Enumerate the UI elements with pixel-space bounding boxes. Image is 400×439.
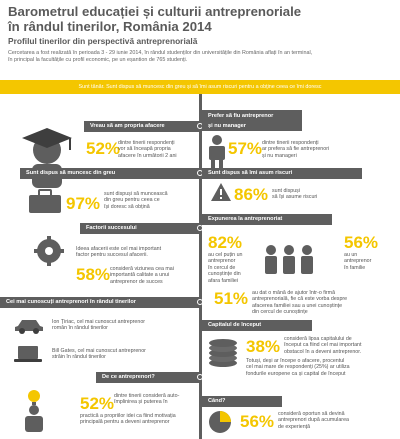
text-exposure-c: au dat o mână de ajutor într-o firmă ant… xyxy=(252,290,392,316)
pct-exposure-b: 56% xyxy=(344,234,378,251)
pct-why: 52% xyxy=(80,395,114,412)
page-title: Barometrul educației și culturii antrepr… xyxy=(8,4,308,34)
text-line: afacere în următorii 2 ani xyxy=(118,153,198,159)
gear-head-icon xyxy=(34,236,64,266)
pct-risk: 86% xyxy=(234,186,268,203)
warning-icon xyxy=(210,182,232,202)
manager-icon xyxy=(206,134,228,168)
text-line: antreprenor de succes xyxy=(110,279,198,285)
pct-capital: 38% xyxy=(246,338,280,355)
text-success-idea: Ideea afacerii este cel mai important fa… xyxy=(76,246,198,259)
text-line: de experiență xyxy=(278,424,394,430)
laptop-icon xyxy=(14,345,42,363)
person-bulb-icon xyxy=(16,388,52,432)
text-line: român în rândul tinerilor xyxy=(52,325,198,331)
page-subtitle: Profilul tinerilor din perspectivă antre… xyxy=(8,36,197,46)
header-when: Când? xyxy=(202,396,282,407)
people-icon xyxy=(262,244,316,274)
text-exposure-a: au cel puțin un antreprenor în cercul de… xyxy=(208,252,264,284)
title-line-2: în rândul tinerilor, România 2014 xyxy=(8,19,308,34)
text-line: factor pentru succesul afacerii. xyxy=(76,252,198,258)
pct-when: 56% xyxy=(240,413,274,430)
text-line: obstacol în a deveni antreprenor. xyxy=(284,349,396,355)
text-own-business: dintre tinerii respondenți vor să înceap… xyxy=(118,140,198,159)
text-risk: sunt dispuși să își asume riscuri xyxy=(272,188,382,201)
timeline-dot xyxy=(197,225,203,231)
text-work-hard: sunt dispuși să muncească din greu pentr… xyxy=(104,191,198,210)
text-known-b: Bill Gates, cel mai cunoscut antreprenor… xyxy=(52,348,198,361)
header-work-hard: Sunt dispus să muncesc din greu xyxy=(20,168,200,179)
text-exposure-b: au un antreprenor în familie xyxy=(344,252,394,271)
intro-line-2: în principal la facultățile cu profil ec… xyxy=(8,57,388,64)
timeline-spine xyxy=(199,94,202,439)
text-capital-b: Totuși, deși ar începe o afacere, procen… xyxy=(246,358,396,377)
header-capital: Capitalul de început xyxy=(202,320,312,331)
coins-icon xyxy=(206,334,240,368)
pct-success: 58% xyxy=(76,266,110,283)
header-exposure: Expunerea la antreprenoriat xyxy=(202,214,332,225)
header-why: De ce antreprenori? xyxy=(96,372,200,383)
header-risk: Sunt dispus să îmi asum riscuri xyxy=(202,168,362,179)
text-capital-a: consideră lipsa capitalului de început c… xyxy=(284,336,396,355)
title-line-1: Barometrul educației și culturii antrepr… xyxy=(8,4,308,19)
slogan-text: Sunt tânăr. Sunt dispus să muncesc din g… xyxy=(0,80,400,94)
text-line: principală pentru a deveni antreprenor xyxy=(80,419,198,425)
text-success: consideră viziunea cea mai importantă ca… xyxy=(110,266,198,285)
briefcase-icon xyxy=(28,188,62,214)
pct-work-hard: 97% xyxy=(66,195,100,212)
intro-text: Cercetarea a fost realizată în perioada … xyxy=(8,50,388,63)
text-why-a: dintre tinerii consideră auto- împlinire… xyxy=(114,393,198,406)
text-line: afara familiei xyxy=(208,278,264,284)
timeline-dot xyxy=(197,299,203,305)
car-icon xyxy=(14,318,44,334)
header-success: Factorii succesului xyxy=(80,223,200,234)
text-line: din cercul de cunoștințe xyxy=(252,309,392,315)
text-known-a: Ion Țiriac, cel mai cunoscut antreprenor… xyxy=(52,319,198,332)
header-own-business: Vreau să am propria afacere xyxy=(84,121,200,132)
header-entrepreneur-manager: Prefer să fiu antreprenor și nu manager xyxy=(202,110,302,131)
header-known: Cei mai cunoscuți antreprenori în rândul… xyxy=(0,297,200,308)
pct-entrepreneur: 57% xyxy=(228,140,262,157)
pct-exposure-c: 51% xyxy=(214,290,248,307)
pct-own-business: 52% xyxy=(86,140,120,157)
header-line: și nu manager xyxy=(208,121,302,131)
intro-line-1: Cercetarea a fost realizată în perioada … xyxy=(8,50,388,57)
text-line: să își asume riscuri xyxy=(272,194,382,200)
text-line: străin în rândul tinerilor xyxy=(52,354,198,360)
text-line: fondurile europene ca și capital de înce… xyxy=(246,371,396,377)
slogan-banner: Sunt tânăr. Sunt dispus să muncesc din g… xyxy=(0,80,400,94)
text-why-b: practică a propriilor idei ca fiind moti… xyxy=(80,413,198,426)
text-line: împlinirea și puterea în xyxy=(114,399,198,405)
timeline-dot xyxy=(197,374,203,380)
header-line: Prefer să fiu antreprenor xyxy=(208,111,302,121)
text-when: consideră oportun să devină antreprenori… xyxy=(278,411,394,430)
text-line: și nu manageri xyxy=(262,153,372,159)
text-line: în familie xyxy=(344,265,394,271)
pie-icon xyxy=(208,410,232,434)
text-entrepreneur: dintre tinerii respondenți ar prefera să… xyxy=(262,140,372,159)
pct-exposure-a: 82% xyxy=(208,234,242,251)
text-line: își doresc să obțină xyxy=(104,204,198,210)
